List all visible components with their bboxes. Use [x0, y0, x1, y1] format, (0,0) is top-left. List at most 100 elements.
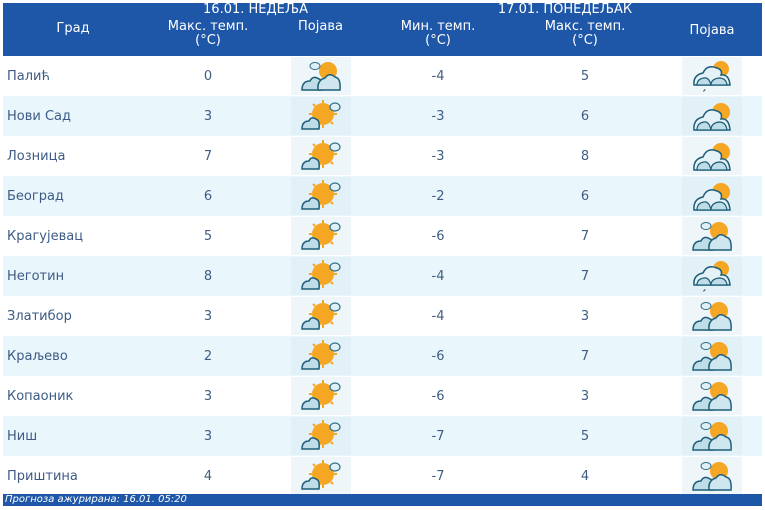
day2-phenomenon-header: Појава — [662, 20, 763, 56]
day1-max-temp: 7 — [203, 148, 213, 164]
partly-cloudy-icon — [682, 377, 743, 415]
day2-max-temp: 8 — [580, 148, 590, 164]
day1-max-temp: 4 — [203, 468, 213, 484]
day2-phenomenon-label: Појава — [689, 23, 735, 38]
forecast-updated-bar: Прогноза ажурирана: 16.01. 05:20 — [3, 494, 762, 506]
sunny-cloud-icon — [290, 457, 351, 495]
city-name: Копаоник — [7, 388, 74, 404]
day1-phenomenon — [273, 176, 369, 216]
day1-phenomenon — [273, 416, 369, 456]
partly-cloudy-icon — [682, 457, 743, 495]
table-row: Лозница 7 -3 8 — [3, 136, 762, 176]
cloudy-drizzle-icon — [682, 257, 743, 295]
city-name: Лозница — [7, 148, 66, 164]
day2-phenomenon — [662, 456, 762, 496]
day2-max-temp-unit: (°C) — [572, 33, 598, 48]
table-row: Копаоник 3 -6 3 — [3, 376, 762, 416]
cloudy-sun-icon — [682, 177, 743, 215]
city-name: Нови Сад — [3, 96, 143, 136]
day1-max-temp: 3 — [203, 388, 213, 404]
partly-cloudy-icon — [290, 57, 351, 95]
city-column-header: Град — [3, 3, 143, 56]
day1-phenomenon — [273, 256, 369, 296]
day2-phenomenon — [662, 416, 763, 456]
city-name: Крагујевац — [7, 228, 84, 244]
day2-min-temp: -4 — [431, 68, 445, 84]
sunny-cloud-icon — [290, 297, 351, 335]
sunny-cloud-icon — [290, 377, 351, 415]
city-name: Неготин — [3, 256, 143, 296]
day1-phenomenon — [273, 456, 368, 496]
day1-max-temp: 0 — [203, 68, 213, 84]
day2-phenomenon — [662, 216, 762, 256]
day2-max-temp-header: Макс. темп. (°C) — [508, 19, 663, 56]
day2-max-temp: 5 — [580, 68, 590, 84]
partly-cloudy-icon — [682, 217, 743, 255]
sunny-cloud-icon — [290, 137, 351, 175]
day2-phenomenon — [662, 56, 762, 96]
forecast-table: Град 16.01. НЕДЕЉА 17.01. ПОНЕДЕЉАК Макс… — [3, 3, 763, 496]
day2-phenomenon — [662, 136, 762, 176]
day2-min-temp: -4 — [368, 256, 509, 296]
table-row: Нови Сад 3 -3 6 — [3, 96, 763, 136]
day1-max-temp: 3 — [143, 96, 273, 136]
day1-max-temp-unit: (°C) — [195, 33, 221, 48]
day1-max-temp: 3 — [143, 416, 273, 456]
forecast-rows: Палић 0 -4 5 Нови Сад 3 -3 6 Лозница 7 -… — [3, 56, 763, 496]
day2-min-temp: -7 — [431, 468, 445, 484]
day2-phenomenon — [662, 376, 762, 416]
day2-min-temp-header: Мин. темп. (°C) — [368, 19, 509, 56]
partly-cloudy-icon — [682, 297, 743, 335]
day2-max-temp: 5 — [508, 416, 663, 456]
day2-date-header: 17.01. ПОНЕДЕЉАК — [368, 3, 763, 20]
table-row: Београд 6 -2 6 — [3, 176, 763, 216]
day1-phenomenon — [273, 376, 368, 416]
city-name: Приштина — [7, 468, 78, 484]
day2-max-temp: 6 — [508, 96, 663, 136]
day1-phenomenon — [273, 336, 369, 376]
table-row: Златибор 3 -4 3 — [3, 296, 762, 336]
table-row: Приштина 4 -7 4 — [3, 456, 762, 496]
day1-max-temp: 5 — [203, 228, 213, 244]
sunny-cloud-icon — [290, 177, 351, 215]
day1-phenomenon — [273, 96, 369, 136]
day2-max-temp-label: Макс. темп. — [544, 19, 626, 34]
day1-phenomenon-header: Појава — [273, 19, 369, 56]
sunny-cloud-icon — [290, 257, 351, 295]
city-name: Ниш — [3, 416, 143, 456]
day2-min-temp: -3 — [368, 96, 509, 136]
table-row: Ниш 3 -7 5 — [3, 416, 763, 456]
city-header-label: Град — [56, 20, 90, 36]
day2-phenomenon — [662, 296, 762, 336]
cloudy-sun-icon — [682, 137, 743, 175]
day2-min-temp-label: Мин. темп. — [400, 19, 476, 34]
day2-max-temp: 7 — [508, 336, 663, 376]
partly-cloudy-icon — [682, 337, 743, 375]
day1-max-temp: 8 — [143, 256, 273, 296]
day1-phenomenon — [273, 56, 368, 96]
table-row: Палић 0 -4 5 — [3, 56, 762, 96]
day1-phenomenon — [273, 136, 368, 176]
day2-max-temp: 6 — [508, 176, 663, 216]
day2-min-temp-unit: (°C) — [425, 33, 451, 48]
sunny-cloud-icon — [290, 97, 351, 135]
day2-min-temp: -2 — [368, 176, 509, 216]
table-row: Неготин 8 -4 7 — [3, 256, 763, 296]
day2-max-temp: 3 — [580, 308, 590, 324]
sunny-cloud-icon — [290, 337, 351, 375]
day2-min-temp: -4 — [431, 308, 445, 324]
day2-max-temp: 3 — [580, 388, 590, 404]
day2-min-temp: -6 — [368, 336, 509, 376]
day1-phenomenon — [273, 296, 368, 336]
city-name: Палић — [7, 68, 50, 84]
day1-max-temp: 3 — [203, 308, 213, 324]
day1-max-temp: 2 — [143, 336, 273, 376]
city-name: Београд — [3, 176, 143, 216]
cloudy-drizzle-icon — [682, 57, 743, 95]
day2-max-temp: 4 — [580, 468, 590, 484]
forecast-table-container: Град 16.01. НЕДЕЉА 17.01. ПОНЕДЕЉАК Макс… — [3, 3, 763, 496]
day2-phenomenon — [662, 176, 763, 216]
day1-phenomenon-label: Појава — [298, 19, 343, 34]
forecast-updated-label: Прогноза ажурирана: 16.01. 05:20 — [5, 494, 187, 505]
day1-max-temp-header: Макс. темп. (°C) — [143, 20, 273, 56]
